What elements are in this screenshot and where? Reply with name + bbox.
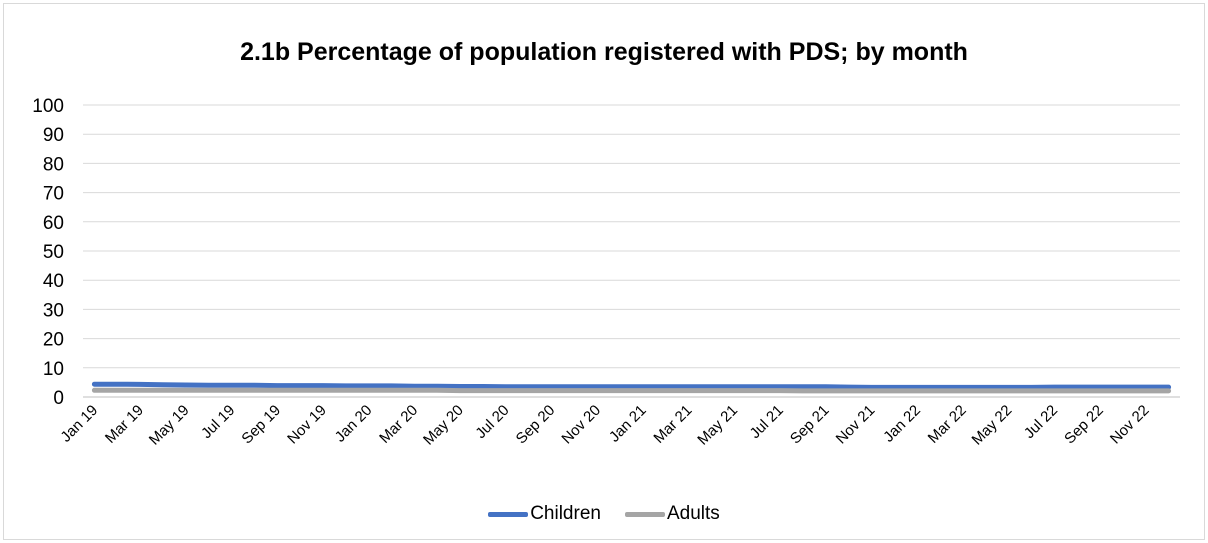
series-line-adults — [91, 387, 1172, 394]
legend-label: Adults — [666, 503, 720, 524]
y-tick-label: 50 — [43, 242, 64, 263]
x-tick-label: May 19 — [146, 402, 193, 449]
x-tick-label: Jul 22 — [1021, 402, 1061, 442]
y-tick-label: 60 — [43, 213, 64, 234]
x-tick-label: Sep 20 — [513, 402, 559, 448]
x-tick-label: Sep 21 — [787, 402, 833, 448]
x-tick-label: Jan 20 — [332, 402, 376, 446]
x-tick-label: Sep 19 — [238, 402, 284, 448]
y-tick-label: 100 — [32, 96, 64, 117]
y-tick-label: 20 — [43, 330, 64, 351]
x-tick-label: Jul 19 — [198, 402, 238, 442]
x-tick-label: Nov 21 — [833, 402, 879, 448]
legend-item-children: Children — [488, 503, 601, 525]
x-tick-label: Nov 20 — [558, 402, 604, 448]
y-tick-label: 10 — [43, 359, 64, 380]
y-tick-label: 90 — [43, 125, 64, 146]
chart-area — [3, 3, 1205, 540]
legend-swatch — [624, 511, 665, 517]
x-tick-label: Mar 22 — [925, 402, 970, 447]
x-tick-label: May 22 — [969, 402, 1016, 449]
y-tick-label: 40 — [43, 271, 64, 292]
x-tick-label: Jan 21 — [606, 402, 650, 446]
x-tick-label: Mar 21 — [650, 402, 695, 447]
series-line-children — [91, 381, 1172, 390]
x-tick-label: Jan 22 — [880, 402, 924, 446]
x-tick-label: Nov 22 — [1107, 402, 1153, 448]
x-tick-label: Jul 20 — [472, 402, 512, 442]
y-tick-label: 30 — [43, 300, 64, 321]
legend-item-adults: Adults — [624, 503, 720, 525]
x-tick-label: May 21 — [694, 402, 741, 449]
x-tick-label: Mar 19 — [102, 402, 147, 447]
x-tick-label: Mar 20 — [376, 402, 421, 447]
legend-label: Children — [530, 503, 601, 524]
y-tick-label: 80 — [43, 154, 64, 175]
x-tick-label: Nov 19 — [284, 402, 330, 448]
x-tick-label: May 20 — [420, 402, 467, 449]
chart-title: 2.1b Percentage of population registered… — [240, 38, 968, 66]
x-tick-label: Sep 22 — [1061, 402, 1107, 448]
y-tick-label: 70 — [43, 184, 64, 205]
legend-swatch — [488, 511, 529, 517]
x-tick-label: Jul 21 — [747, 402, 787, 442]
legend: Children Adults — [0, 503, 1208, 525]
y-tick-label: 0 — [53, 388, 64, 409]
